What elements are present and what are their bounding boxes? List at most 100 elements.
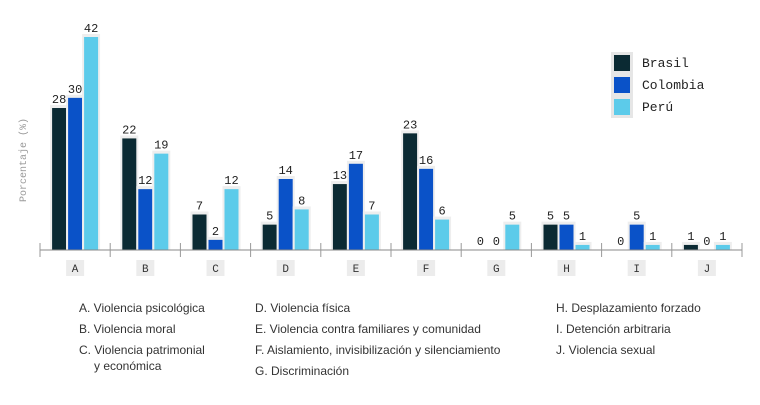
bar-brasil-D bbox=[262, 224, 277, 250]
bars-layer bbox=[50, 34, 732, 250]
tick-label-tag bbox=[627, 260, 646, 276]
category-note: J. Violencia sexual bbox=[556, 343, 656, 357]
bar-peru-D bbox=[294, 209, 309, 250]
y-axis-label: Porcentaje (%) bbox=[18, 118, 30, 202]
data-label: 5 bbox=[266, 210, 273, 224]
bar-peru-J bbox=[715, 244, 730, 250]
category-note: I. Detención arbitraria bbox=[556, 322, 671, 336]
x-tick-label: G bbox=[493, 264, 500, 276]
category-notes-col3: H. Desplazamiento forzado I. Detención a… bbox=[556, 300, 701, 363]
data-label: 0 bbox=[617, 235, 624, 249]
bar-peru-E bbox=[364, 214, 379, 250]
data-label: 7 bbox=[196, 200, 203, 214]
tick-label-tag bbox=[66, 260, 85, 276]
x-tick-label: B bbox=[142, 264, 149, 276]
tick-label-tag bbox=[697, 260, 716, 276]
bar-colombia-A bbox=[68, 97, 83, 250]
data-label: 2 bbox=[212, 225, 219, 239]
data-label: 5 bbox=[563, 210, 570, 224]
tick-label-tag bbox=[276, 260, 295, 276]
bar-brasil-C bbox=[192, 214, 207, 250]
legend-item-peru: Perú bbox=[614, 96, 704, 118]
category-notes-col1: A. Violencia psicológica B. Violencia mo… bbox=[79, 300, 205, 379]
bar-peru-C bbox=[224, 189, 239, 250]
category-note: B. Violencia moral bbox=[79, 322, 176, 336]
bar-peru-I bbox=[645, 244, 660, 250]
legend-item-colombia: Colombia bbox=[614, 74, 704, 96]
legend: Brasil Colombia Perú bbox=[614, 52, 704, 118]
data-label: 6 bbox=[438, 205, 445, 219]
legend-label: Colombia bbox=[642, 77, 705, 93]
bar-peru-H bbox=[575, 244, 590, 250]
tick-label-tag bbox=[346, 260, 365, 276]
tick-label-tag bbox=[206, 260, 225, 276]
x-tick-label: C bbox=[212, 264, 219, 276]
data-label: 5 bbox=[547, 210, 554, 224]
data-label: 19 bbox=[154, 139, 168, 153]
bar-brasil-H bbox=[543, 224, 558, 250]
bar-colombia-I bbox=[629, 224, 644, 250]
x-axis: A B C D E F G H I J bbox=[39, 243, 743, 276]
data-label: 16 bbox=[419, 154, 433, 168]
data-label: 8 bbox=[298, 194, 305, 208]
bar-colombia-H bbox=[559, 224, 574, 250]
category-note: C. Violencia patrimonial bbox=[79, 343, 205, 357]
data-label: 0 bbox=[493, 235, 500, 249]
bar-peru-A bbox=[84, 37, 99, 250]
bar-brasil-A bbox=[52, 108, 67, 250]
category-note: E. Violencia contra familiares y comunid… bbox=[255, 322, 481, 336]
data-label: 0 bbox=[477, 235, 484, 249]
category-notes-col2: D. Violencia física E. Violencia contra … bbox=[255, 300, 500, 384]
legend-label: Brasil bbox=[642, 55, 689, 71]
data-label: 28 bbox=[52, 93, 66, 107]
bar-colombia-C bbox=[208, 239, 223, 250]
bar-colombia-E bbox=[348, 163, 363, 250]
tick-label-tag bbox=[417, 260, 436, 276]
legend-label: Perú bbox=[642, 99, 674, 115]
category-note: A. Violencia psicológica bbox=[79, 301, 205, 315]
data-label: 23 bbox=[403, 118, 417, 132]
data-label: 1 bbox=[579, 230, 586, 244]
bar-brasil-J bbox=[683, 244, 698, 250]
bar-brasil-B bbox=[122, 138, 137, 250]
category-note: y económica bbox=[94, 359, 162, 373]
data-label: 17 bbox=[349, 149, 363, 163]
data-label: 42 bbox=[84, 22, 98, 36]
legend-swatch-colombia bbox=[614, 77, 630, 93]
bar-peru-G bbox=[505, 224, 520, 250]
data-label: 22 bbox=[122, 123, 136, 137]
data-label: 5 bbox=[509, 210, 516, 224]
x-tick-label: H bbox=[563, 264, 570, 276]
data-label: 1 bbox=[649, 230, 656, 244]
category-note: H. Desplazamiento forzado bbox=[556, 301, 701, 315]
bar-colombia-F bbox=[419, 168, 434, 250]
legend-swatch-peru bbox=[614, 99, 630, 115]
bar-peru-F bbox=[435, 219, 450, 250]
bar-peru-B bbox=[154, 153, 169, 250]
legend-item-brasil: Brasil bbox=[614, 52, 704, 74]
category-note: G. Discriminación bbox=[255, 364, 350, 378]
x-tick-label: J bbox=[704, 264, 711, 276]
x-tick-label: D bbox=[282, 264, 289, 276]
data-label: 1 bbox=[687, 230, 694, 244]
x-tick-label: E bbox=[353, 264, 360, 276]
bar-colombia-D bbox=[278, 179, 293, 250]
category-note: D. Violencia física bbox=[255, 301, 351, 315]
tick-label-tag bbox=[487, 260, 506, 276]
tick-label-tag bbox=[136, 260, 155, 276]
bar-colombia-B bbox=[138, 189, 153, 250]
data-label: 5 bbox=[633, 210, 640, 224]
data-label: 7 bbox=[368, 200, 375, 214]
category-note: F. Aislamiento, invisibilización y silen… bbox=[255, 343, 501, 357]
data-label: 1 bbox=[719, 230, 726, 244]
x-tick-label: I bbox=[633, 264, 640, 276]
legend-swatch-brasil bbox=[614, 55, 630, 71]
data-label: 0 bbox=[703, 235, 710, 249]
x-tick-label: F bbox=[423, 264, 430, 276]
data-label: 12 bbox=[138, 174, 152, 188]
data-label: 12 bbox=[224, 174, 238, 188]
data-label: 30 bbox=[68, 83, 82, 97]
bar-brasil-F bbox=[403, 133, 418, 250]
